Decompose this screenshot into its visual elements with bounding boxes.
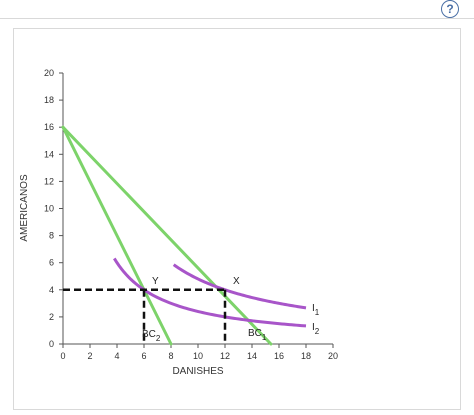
x-tick-label: 4 (114, 351, 119, 361)
y-tick-label: 0 (49, 339, 54, 349)
y-tick-label: 8 (49, 231, 54, 241)
x-axis-title: DANISHES (172, 366, 223, 377)
y-tick-label: 4 (49, 285, 54, 295)
x-tick-label: 6 (141, 351, 146, 361)
point-label-x: X (233, 276, 240, 287)
y-tick-label: 16 (44, 122, 54, 132)
chart-panel (13, 28, 461, 410)
x-tick-label: 16 (274, 351, 284, 361)
indifference-curve-1 (172, 263, 307, 310)
x-tick-label: 2 (87, 351, 92, 361)
x-tick-label: 18 (301, 351, 311, 361)
y-tick-label: 6 (49, 258, 54, 268)
y-axis-title: AMERICANOS (19, 174, 30, 242)
y-tick-label: 10 (44, 204, 54, 214)
budget-label-bc1: BC1 (248, 328, 267, 342)
y-tick-label: 2 (49, 312, 54, 322)
ic-label-i2: I2 (312, 322, 320, 336)
help-icon: ? (446, 2, 454, 16)
ic-label-i1: I1 (312, 303, 320, 317)
budget-line-1 (61, 125, 273, 346)
x-tick-label: 20 (328, 351, 338, 361)
x-tick-label: 8 (168, 351, 173, 361)
x-tick-label: 0 (60, 351, 65, 361)
help-button[interactable]: ? (441, 0, 459, 18)
top-divider (0, 18, 474, 19)
y-tick-label: 18 (44, 95, 54, 105)
x-tick-label: 14 (247, 351, 257, 361)
indifference-curve-2 (113, 257, 307, 328)
y-tick-label: 14 (44, 149, 54, 159)
budget-label-bc2: BC2 (142, 329, 161, 343)
point-label-y: Y (152, 276, 159, 287)
y-tick-label: 12 (44, 176, 54, 186)
y-tick-label: 20 (44, 68, 54, 78)
x-tick-label: 12 (220, 351, 230, 361)
budget-line-2 (61, 125, 173, 346)
x-tick-label: 10 (193, 351, 203, 361)
